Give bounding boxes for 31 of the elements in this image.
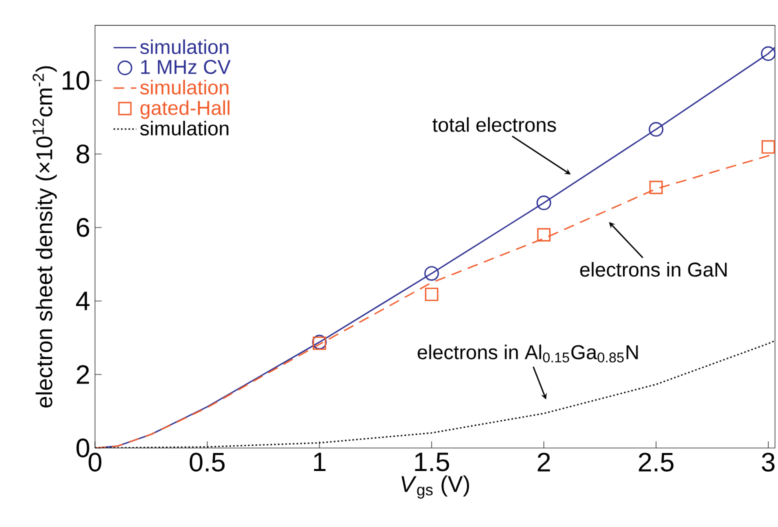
legend-label: 1 MHz CV [141,60,231,74]
point [424,266,439,281]
legend-label: simulation [140,39,228,54]
y-tick-label: 0 [76,438,90,458]
legend-label: gated-Hall [140,100,230,119]
x-tick-label: 0 [88,452,102,472]
point [536,196,552,210]
y-tick-label: 6 [76,218,90,237]
point [760,46,776,61]
x-tick-label: 0.5 [190,452,225,472]
x-tick-label: 1.5 [415,452,450,472]
x-tick-label: 1 [314,452,326,472]
x-tick-label: 2.5 [638,452,674,472]
x-tick-label: 2 [538,452,550,472]
x-axis-title: V$_{gs}$ (V) [402,475,470,499]
point [762,140,775,154]
point [424,288,438,302]
x-tick-label: 3 [762,452,775,472]
point [648,122,664,137]
annotation: electrons in Al$_{0.15}$Ga$_{0.85}$N [418,344,638,362]
point [649,180,663,194]
y-tick-label: 8 [76,144,90,164]
legend-label: simulation [140,120,228,136]
annotation: electrons in GaN [580,262,727,277]
y-axis-title: electron sheet density (×10$^{12}$cm$^{-2}$) [32,66,57,408]
point [537,228,551,242]
y-tick-label: 2 [76,365,89,384]
annotation: total electrons [432,117,556,132]
y-tick-label: 10 [62,71,90,90]
y-tick-label: 4 [76,292,90,310]
legend-label: simulation [140,80,228,95]
